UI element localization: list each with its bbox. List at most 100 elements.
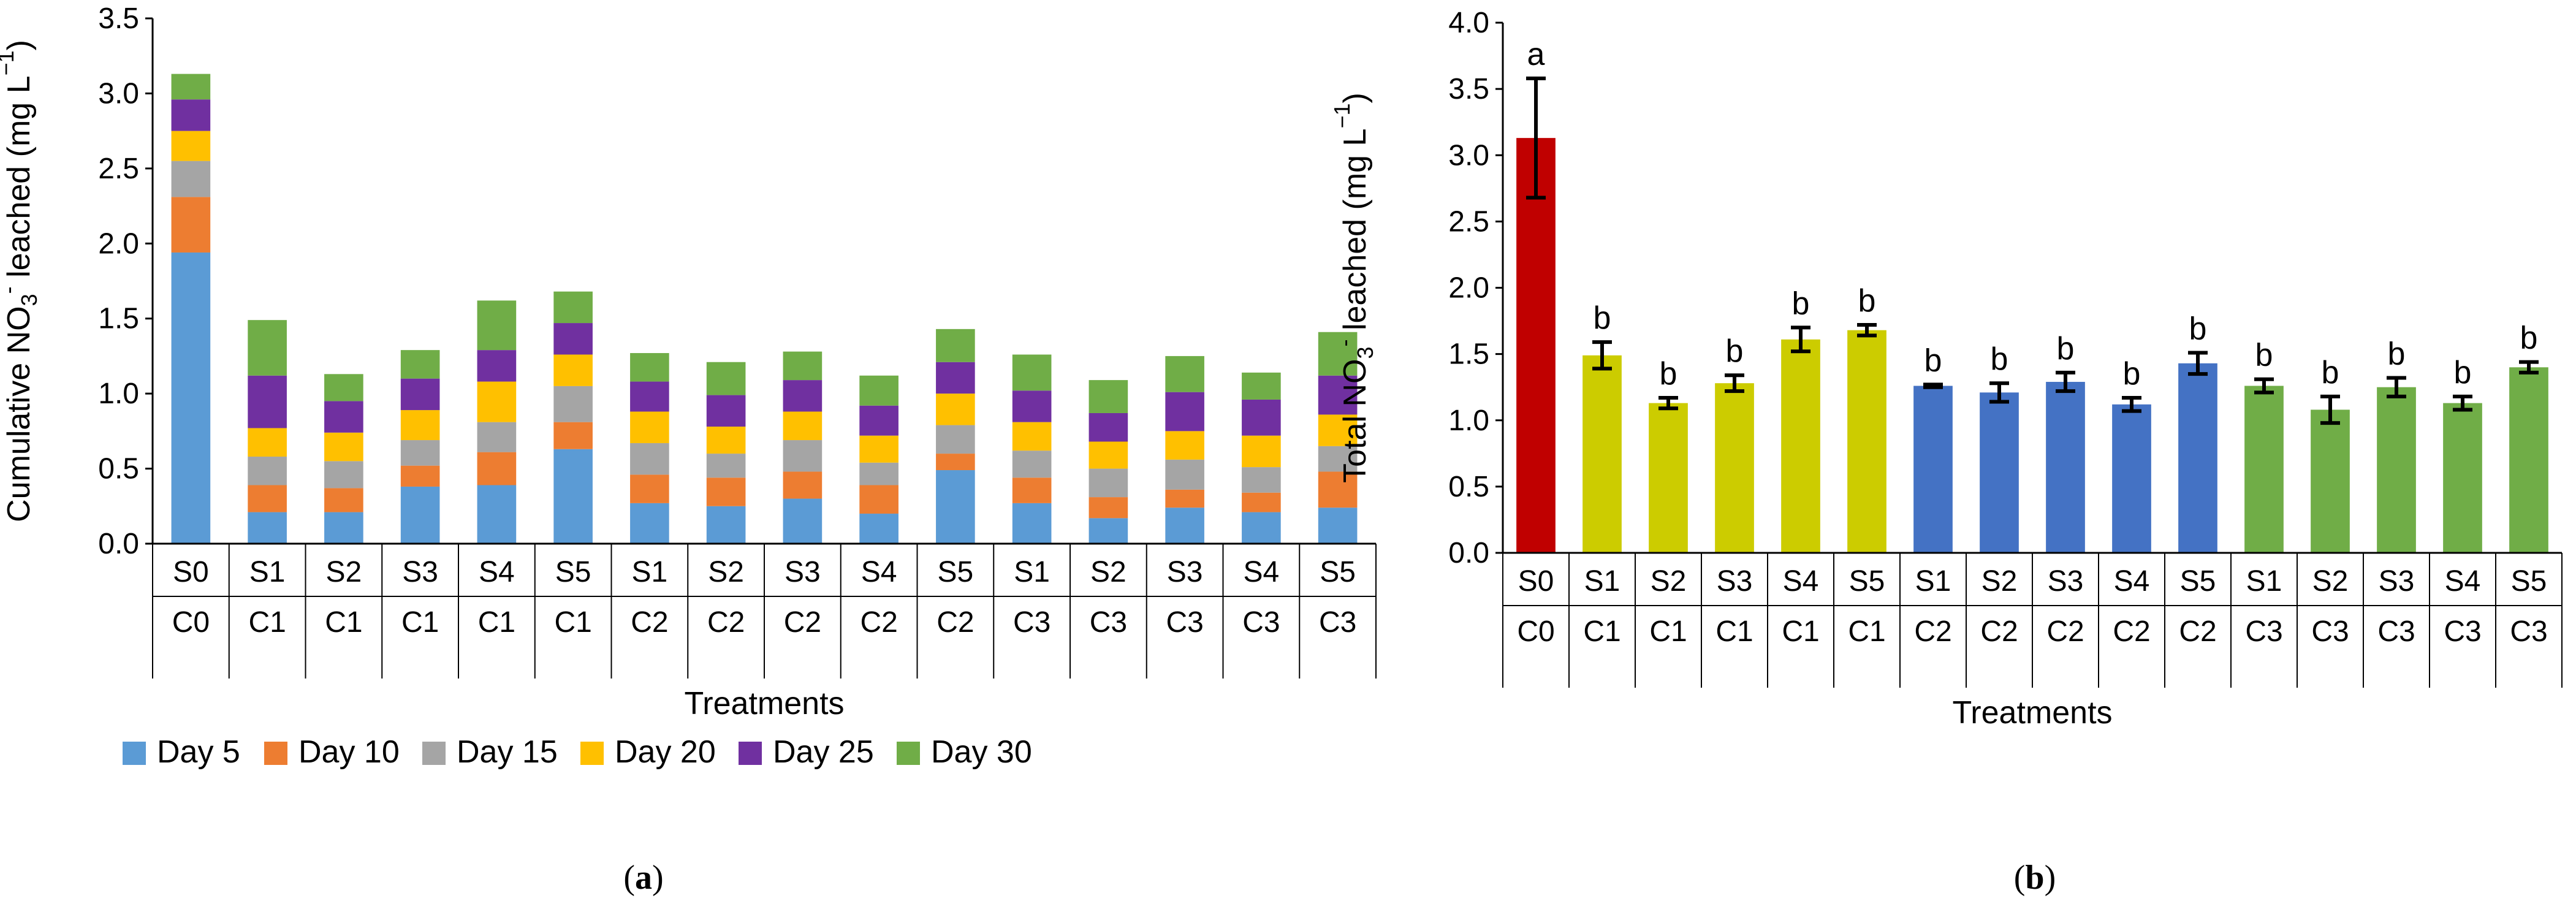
legend-swatch-day-5 — [123, 742, 146, 765]
legend-label: Day 30 — [931, 734, 1032, 770]
chart-b-x-tick-label-compost: C1 — [1782, 615, 1819, 648]
chart-a-bar-segment-day-20 — [783, 411, 823, 441]
chart-a-bar-segment-day-10 — [1165, 489, 1204, 508]
chart-a-x-tick-label-compost: C2 — [707, 606, 745, 639]
chart-b-y-tick-label: 1.0 — [1448, 405, 1489, 437]
chart-a-bar-segment-day-25 — [1318, 375, 1358, 415]
panel-a-stacked-chart: 0.0 0.5 1.0 1.5 2.0 2.5 3.0 3.5 S0 C0 S1 C1 S2 C1 S3 C1… — [0, 2, 1377, 770]
chart-b-y-axis-title-part: ) — [1337, 93, 1373, 103]
chart-b-significance-letter: b — [2189, 311, 2207, 346]
chart-a-bar-segment-day-15 — [248, 456, 287, 485]
chart-a-bar-segment-day-25 — [1242, 399, 1281, 436]
chart-a-bar-segment-day-15 — [1242, 467, 1281, 493]
chart-a-y-axis-title-part: leached (mg L — [1, 75, 37, 286]
chart-b-bar — [2178, 363, 2217, 553]
chart-b-y-tick-label: 4.0 — [1448, 7, 1489, 39]
chart-b-y-tick-label: 3.5 — [1448, 73, 1489, 105]
chart-b-significance-letter: b — [1594, 300, 1611, 336]
panel-b-total-chart: 0.0 0.5 1.0 1.5 2.0 2.5 3.0 3.5 4.0 a b b b b b b b b b b b b… — [1329, 7, 2563, 731]
chart-a-bar-segment-day-5 — [1165, 508, 1204, 544]
chart-a-x-tick-label-compost: C1 — [554, 606, 591, 639]
chart-a-bar-segment-day-20 — [630, 411, 669, 443]
chart-b-x-tick-label-compost: C2 — [1914, 615, 1951, 648]
chart-b-significance-letter: b — [2123, 356, 2141, 392]
chart-b-bar — [2311, 409, 2350, 553]
chart-a-x-tick-label-soil: S3 — [785, 556, 821, 588]
chart-a-y-tick-label: 1.0 — [98, 378, 139, 410]
chart-a-y-axis-title-part: −1 — [0, 50, 18, 75]
chart-a-bar-segment-day-5 — [477, 485, 517, 544]
legend-label: Day 10 — [298, 734, 400, 770]
chart-b-x-tick-label-soil: S3 — [2379, 565, 2415, 598]
chart-b-x-tick-label-soil: S5 — [2511, 565, 2547, 598]
chart-b-x-tick-label-soil: S5 — [2180, 565, 2216, 598]
legend-label: Day 25 — [773, 734, 874, 770]
chart-b-y-tick-label: 0.5 — [1448, 471, 1489, 503]
chart-a-bar-segment-day-10 — [171, 197, 211, 253]
chart-a-y-tick-label: 0.5 — [98, 453, 139, 485]
chart-a-x-tick-label-compost: C2 — [784, 606, 821, 639]
chart-b-significance-letter: b — [2322, 355, 2339, 390]
chart-a-bar-segment-day-30 — [1318, 332, 1358, 376]
chart-a-bar-segment-day-20 — [400, 410, 440, 441]
chart-a-bar-segment-day-10 — [553, 422, 593, 449]
chart-a-bar-segment-day-15 — [706, 454, 746, 478]
chart-b-y-tick-label: 2.5 — [1448, 205, 1489, 238]
chart-a-bar-segment-day-5 — [936, 470, 975, 544]
chart-a-bar-segment-day-10 — [936, 454, 975, 471]
chart-a-bar-segment-day-30 — [1165, 355, 1204, 392]
chart-a-x-tick-label-compost: C3 — [1166, 606, 1203, 639]
chart-a-x-tick-label-compost: C3 — [1242, 606, 1280, 639]
legend-swatch-day-10 — [264, 742, 287, 765]
chart-a-x-tick-label-soil: S0 — [173, 556, 209, 588]
chart-b-bar — [2443, 403, 2482, 553]
chart-a-x-tick-label-compost: C1 — [478, 606, 515, 639]
chart-a-bar-segment-day-30 — [171, 74, 211, 100]
chart-b-x-tick-label-compost: C2 — [1980, 615, 2018, 648]
chart-b-y-tick-label: 1.5 — [1448, 338, 1489, 371]
chart-a-bar-segment-day-5 — [400, 486, 440, 544]
chart-a-x-tick-label-compost: C3 — [1013, 606, 1051, 639]
chart-b-x-tick-label-soil: S2 — [2312, 565, 2349, 598]
chart-b-significance-letter: b — [2388, 336, 2406, 372]
chart-a-bar-segment-day-30 — [1012, 354, 1052, 391]
chart-b-x-tick-label-soil: S3 — [2048, 565, 2084, 598]
chart-a-bar-segment-day-15 — [783, 440, 823, 472]
chart-a-x-tick-label-soil: S2 — [708, 556, 744, 588]
chart-a-bar-segment-day-25 — [477, 350, 517, 382]
chart-a-bar-segment-day-5 — [630, 503, 669, 544]
chart-a-y-axis-title-part: Cumulative NO — [1, 306, 37, 522]
chart-a-bar-segment-day-30 — [324, 374, 363, 401]
chart-a-x-tick-label-soil: S2 — [1090, 556, 1127, 588]
chart-a-y-tick-label: 0.0 — [98, 528, 139, 560]
chart-a-x-tick-label-soil: S4 — [861, 556, 897, 588]
chart-a-bar-segment-day-20 — [1242, 435, 1281, 468]
chart-a-bar-segment-day-30 — [783, 351, 823, 381]
chart-a-bar-segment-day-25 — [400, 378, 440, 411]
chart-a-bar-segment-day-20 — [1012, 422, 1052, 451]
chart-a-y-tick-label: 1.5 — [98, 303, 139, 335]
chart-a-bar-segment-day-20 — [477, 381, 517, 422]
chart-a-bar-segment-day-20 — [936, 393, 975, 425]
chart-a-bar-segment-day-15 — [630, 443, 669, 475]
chart-a-x-axis-title: Treatments — [684, 686, 844, 721]
chart-b-y-axis-title-part: - — [1332, 340, 1357, 347]
chart-a-bar-segment-day-15 — [1165, 459, 1204, 490]
chart-b-y-axis-title-part: −1 — [1329, 103, 1354, 128]
chart-b-bar — [1847, 330, 1886, 553]
chart-b-x-tick-label-compost: C0 — [1517, 615, 1554, 648]
chart-a-bar-segment-day-10 — [859, 485, 899, 514]
chart-a-bar-segment-day-20 — [859, 435, 899, 463]
chart-b-significance-letter: b — [1858, 283, 1876, 319]
chart-a-bar-segment-day-30 — [1242, 372, 1281, 400]
chart-a-bar-segment-day-5 — [1012, 503, 1052, 544]
chart-a-bar-segment-day-25 — [553, 323, 593, 355]
chart-a-bar-segment-day-30 — [630, 353, 669, 382]
chart-a-bar-segment-day-25 — [324, 401, 363, 433]
chart-a-x-tick-label-soil: S4 — [479, 556, 515, 588]
chart-b-x-tick-label-compost: C3 — [2444, 615, 2481, 648]
chart-a-bar-segment-day-20 — [248, 428, 287, 457]
chart-b-bar — [2509, 367, 2548, 553]
chart-a-bar-segment-day-15 — [1318, 446, 1358, 472]
